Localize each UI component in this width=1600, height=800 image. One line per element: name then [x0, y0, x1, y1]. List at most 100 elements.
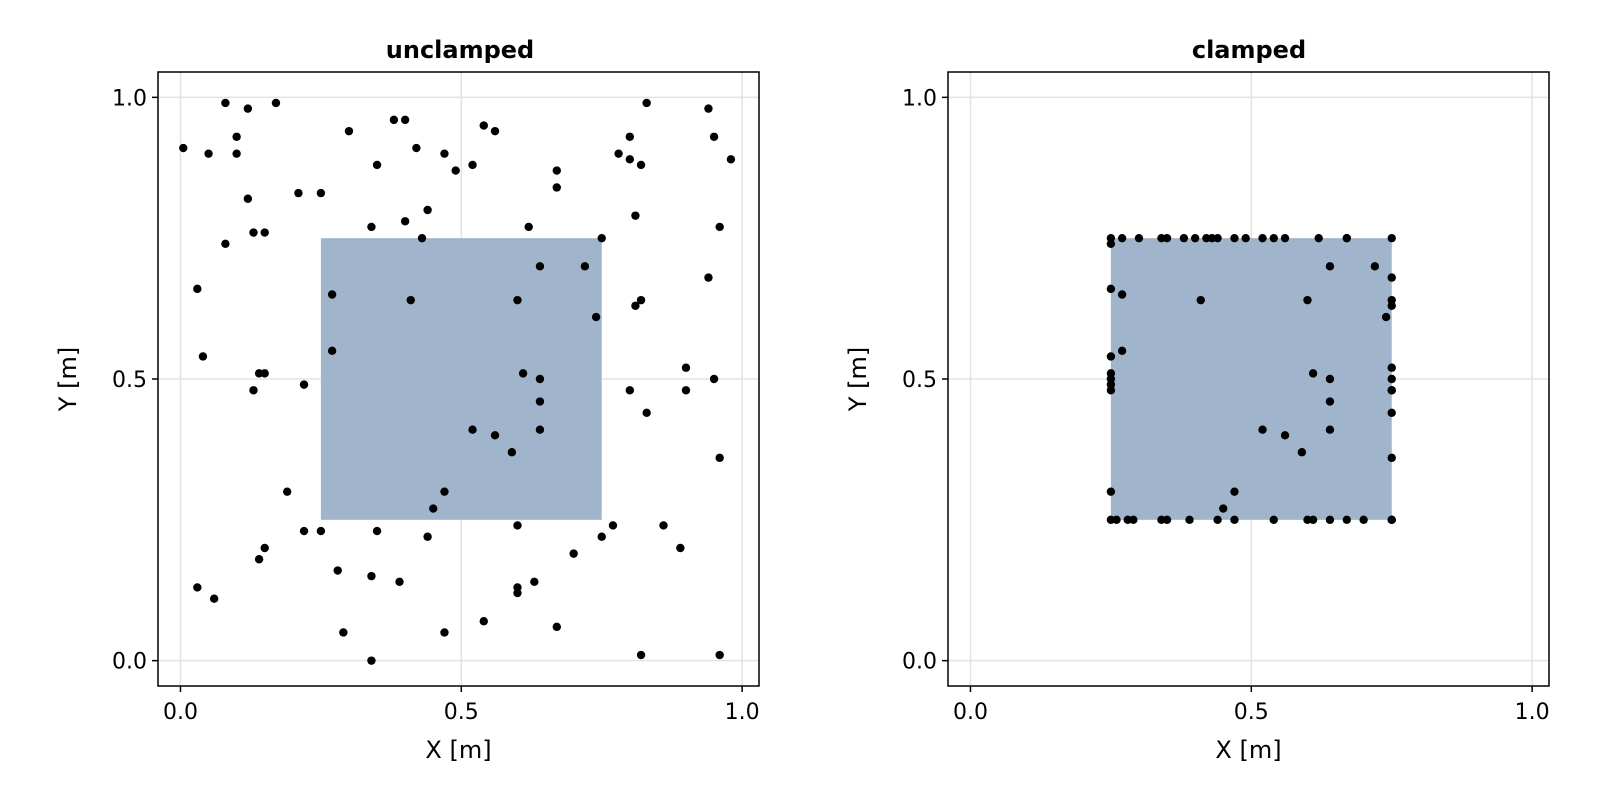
data-point	[440, 149, 449, 158]
x-tick-label: 0.0	[953, 700, 988, 725]
data-point	[327, 290, 337, 299]
data-point	[417, 233, 427, 243]
y-tick-label: 0.5	[112, 368, 147, 393]
tick-marks	[942, 96, 1533, 692]
data-point	[1303, 295, 1312, 305]
data-point	[260, 543, 269, 553]
data-point	[260, 369, 269, 378]
data-point	[681, 386, 691, 395]
x-tick-label: 0.5	[444, 700, 479, 725]
data-point	[1241, 233, 1250, 243]
data-point	[327, 346, 337, 356]
y-axis-label: Y [m]	[54, 347, 82, 412]
data-point	[479, 121, 488, 130]
data-point	[1269, 515, 1278, 525]
data-point	[406, 295, 415, 305]
data-point	[535, 397, 545, 406]
data-point	[1387, 363, 1396, 372]
y-tick-label: 0.0	[112, 650, 147, 675]
data-point	[1117, 346, 1127, 356]
data-point	[193, 583, 202, 592]
data-point	[1342, 233, 1351, 243]
data-point	[1280, 431, 1290, 440]
data-point	[232, 132, 241, 141]
data-point	[367, 656, 376, 665]
highlight-region	[320, 238, 602, 520]
data-point	[271, 98, 281, 108]
y-tick-label: 0.0	[902, 650, 937, 675]
data-point	[1196, 295, 1205, 305]
data-point	[1387, 453, 1396, 463]
data-point	[232, 149, 241, 158]
data-point	[681, 363, 691, 372]
data-point	[1359, 515, 1368, 525]
data-point	[591, 312, 601, 322]
data-point	[608, 521, 618, 530]
data-point	[221, 239, 230, 249]
data-point	[704, 273, 713, 282]
data-point	[636, 650, 646, 660]
data-point	[372, 526, 382, 536]
data-point	[1308, 369, 1318, 378]
data-point	[423, 205, 432, 215]
data-point	[1308, 515, 1318, 525]
data-point	[636, 295, 646, 305]
tick-marks	[152, 96, 743, 692]
data-point	[1134, 233, 1144, 243]
data-point	[1325, 374, 1335, 384]
data-point	[1387, 515, 1396, 525]
data-point	[282, 487, 292, 496]
data-point	[1106, 284, 1116, 294]
data-point	[1106, 352, 1116, 361]
data-point	[468, 160, 477, 170]
data-point	[1117, 290, 1127, 299]
y-tick-label: 1.0	[902, 86, 937, 111]
data-point	[642, 98, 651, 108]
data-point	[400, 115, 410, 125]
data-point	[440, 487, 449, 496]
data-point	[367, 222, 376, 232]
data-point	[1325, 397, 1335, 406]
panel-title: clamped	[1192, 36, 1306, 64]
x-tick-label: 0.0	[163, 700, 198, 725]
data-point	[513, 588, 522, 598]
data-point	[423, 532, 432, 541]
scatter-points	[1106, 233, 1396, 525]
data-point	[507, 448, 517, 457]
data-point	[193, 284, 202, 294]
data-point	[642, 408, 651, 417]
data-point	[535, 262, 545, 271]
panel-unclamped: unclamped 0.0 0.5 1.0 0.0 0.5 1.0 X [m] …	[54, 36, 760, 764]
data-point	[625, 155, 635, 164]
data-point	[552, 622, 561, 632]
data-point	[440, 628, 449, 637]
data-point	[1230, 233, 1239, 243]
data-point	[535, 425, 545, 434]
data-point	[1213, 233, 1222, 243]
data-point	[1370, 262, 1380, 271]
data-point	[299, 380, 309, 389]
data-point	[715, 453, 724, 463]
data-point	[451, 166, 460, 175]
data-point	[429, 504, 438, 513]
data-point	[726, 155, 736, 164]
data-point	[552, 183, 561, 192]
data-point	[179, 143, 188, 153]
data-point	[1213, 515, 1222, 525]
data-point	[490, 431, 500, 440]
data-point	[597, 233, 606, 243]
data-point	[299, 526, 309, 536]
data-point	[249, 386, 258, 395]
data-point	[625, 132, 635, 141]
data-point	[524, 222, 533, 232]
data-point	[1342, 515, 1351, 525]
data-point	[209, 594, 219, 603]
data-point	[1219, 504, 1228, 513]
data-point	[1387, 408, 1396, 417]
y-axis-label: Y [m]	[844, 347, 872, 412]
data-point	[552, 166, 561, 175]
data-point	[659, 521, 668, 530]
panel-clamped: clamped 0.0 0.5 1.0 0.0 0.5 1.0 X [m] Y …	[844, 36, 1550, 764]
data-point	[715, 650, 724, 660]
